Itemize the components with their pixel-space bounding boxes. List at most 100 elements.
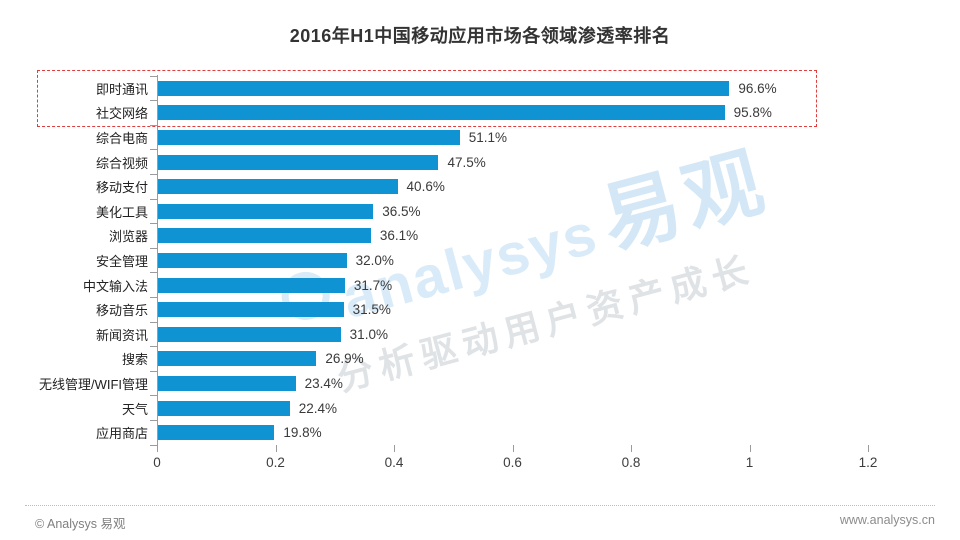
category-label: 新闻资讯 — [95, 327, 148, 343]
bar-track: 95.8% — [157, 101, 897, 126]
x-tick — [394, 445, 395, 452]
chart-row: 天气 22.4% — [0, 396, 960, 421]
footer-divider — [25, 505, 935, 506]
bar — [157, 277, 345, 293]
bar-track: 40.6% — [157, 174, 897, 199]
category-label: 综合视频 — [95, 155, 148, 171]
category-label: 无线管理/WIFI管理 — [38, 376, 148, 392]
y-tick — [150, 124, 157, 126]
bar — [157, 375, 296, 391]
bar — [157, 228, 371, 244]
x-tick-label: 1.2 — [858, 455, 878, 470]
y-tick — [150, 100, 157, 102]
chart-row: 即时通讯 96.6% — [0, 76, 960, 101]
bar — [157, 203, 374, 219]
chart-row: 新闻资讯 31.0% — [0, 322, 960, 347]
bar — [157, 154, 439, 170]
footer-copyright: © Analysys 易观 — [35, 517, 126, 531]
bar-track: 36.1% — [157, 224, 897, 249]
bar-track: 31.7% — [157, 273, 897, 298]
x-tick — [275, 445, 277, 452]
bar — [157, 80, 730, 96]
x-tick-label: 0.2 — [266, 455, 285, 470]
value-label: 47.5% — [447, 154, 486, 170]
y-tick — [150, 444, 157, 446]
value-label: 31.0% — [349, 326, 388, 342]
y-tick — [150, 247, 157, 249]
chart-title: 2016年H1中国移动应用市场各领域渗透率排名 — [289, 26, 671, 46]
y-tick — [150, 198, 157, 200]
chart-row: 浏览器 36.1% — [0, 224, 960, 249]
x-tick-label: 0 — [153, 455, 161, 470]
value-label: 31.7% — [353, 277, 393, 293]
x-tick — [512, 445, 514, 452]
chart-row: 安全管理 32.0% — [0, 248, 960, 273]
bar — [157, 351, 317, 367]
y-tick — [150, 346, 157, 348]
x-tick-label: 0.6 — [503, 455, 522, 470]
y-tick — [150, 296, 157, 298]
y-tick — [150, 272, 157, 274]
bar-rows: 即时通讯 96.6% 社交网络 95.8% 综合电商 51.1% 综合视频 47.5% 移动支付… — [0, 76, 960, 445]
chart-row: 社交网络 95.8% — [0, 101, 960, 126]
bar — [157, 252, 347, 268]
x-axis: 0 0.2 0.4 0.6 0.8 1 1.2 — [153, 445, 877, 475]
bar — [157, 302, 344, 318]
y-tick — [150, 173, 157, 175]
category-label: 社交网络 — [95, 106, 148, 122]
y-tick — [150, 419, 157, 421]
bar — [157, 179, 398, 195]
category-label: 中文输入法 — [82, 278, 148, 294]
category-label: 移动支付 — [95, 180, 148, 196]
category-label: 移动音乐 — [95, 303, 148, 319]
value-label: 22.4% — [298, 400, 337, 416]
value-label: 36.1% — [379, 228, 419, 244]
bar-track: 31.0% — [157, 322, 897, 347]
y-tick — [150, 75, 157, 77]
category-label: 搜索 — [121, 352, 148, 368]
bar-track: 23.4% — [157, 371, 897, 396]
value-label: 96.6% — [738, 80, 777, 96]
chart-row: 综合视频 47.5% — [0, 150, 960, 175]
value-label: 36.5% — [382, 203, 421, 219]
bar-track: 47.5% — [157, 150, 897, 175]
value-label: 31.5% — [352, 302, 391, 318]
y-tick — [150, 395, 157, 397]
category-label: 即时通讯 — [95, 81, 148, 97]
bar-track: 26.9% — [157, 347, 897, 372]
chart-row: 中文输入法 31.7% — [0, 273, 960, 298]
category-label: 美化工具 — [95, 204, 148, 220]
bar — [157, 105, 725, 121]
chart-row: 综合电商 51.1% — [0, 125, 960, 150]
y-tick — [150, 149, 157, 151]
x-tick — [631, 445, 632, 452]
category-label: 浏览器 — [108, 229, 148, 245]
bar-track: 51.1% — [157, 125, 897, 150]
category-label: 安全管理 — [95, 253, 148, 269]
category-label: 综合电商 — [95, 130, 148, 146]
category-label: 应用商店 — [95, 426, 148, 442]
footer-website: www.analysys.cn — [839, 513, 935, 527]
bar — [157, 326, 341, 342]
chart-row: 搜索 26.9% — [0, 347, 960, 372]
chart-row: 应用商店 19.8% — [0, 420, 960, 445]
chart-row: 移动支付 40.6% — [0, 174, 960, 199]
category-label: 天气 — [121, 401, 148, 417]
highlight-box-top2 — [37, 70, 817, 127]
chart-row: 无线管理/WIFI管理 23.4% — [0, 371, 960, 396]
bar-track: 36.5% — [157, 199, 897, 224]
y-tick — [150, 370, 157, 372]
bar — [157, 129, 460, 145]
x-tick — [868, 445, 869, 452]
y-tick — [150, 223, 157, 225]
bar-track: 19.8% — [157, 420, 897, 445]
chart-row: 移动音乐 31.5% — [0, 297, 960, 322]
bar-track: 31.5% — [157, 297, 897, 322]
bar — [157, 425, 275, 441]
x-tick-label: 1 — [745, 455, 754, 470]
bar-track: 96.6% — [157, 76, 897, 101]
value-label: 32.0% — [355, 252, 394, 268]
bar — [157, 400, 290, 416]
value-label: 23.4% — [304, 375, 343, 391]
value-label: 40.6% — [406, 179, 445, 195]
